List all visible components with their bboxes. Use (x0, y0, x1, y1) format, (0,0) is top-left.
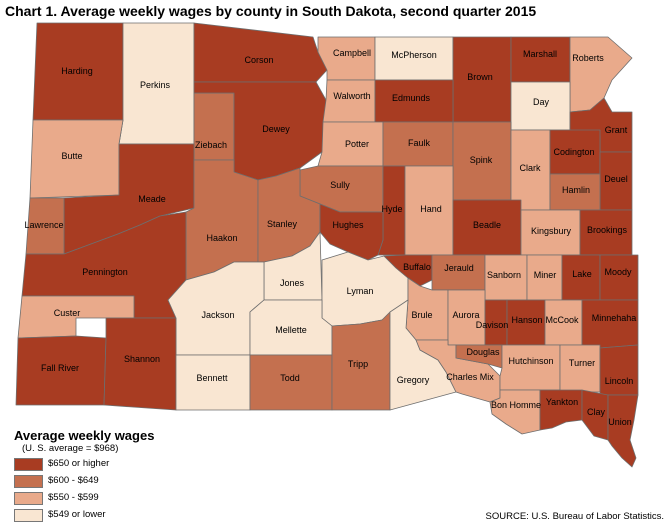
county-hutchinson (499, 344, 561, 391)
county-label-miner: Miner (534, 270, 557, 280)
county-label-minnehaha: Minnehaha (592, 313, 637, 323)
county-label-mccook: McCook (545, 315, 579, 325)
county-label-aurora: Aurora (452, 310, 479, 320)
county-shannon (103, 317, 177, 411)
source-note: SOURCE: U.S. Bureau of Labor Statistics. (485, 511, 664, 522)
county-label-marshall: Marshall (523, 49, 557, 59)
county-label-gregory: Gregory (397, 375, 430, 385)
county-label-lake: Lake (572, 269, 592, 279)
county-label-fall-river: Fall River (41, 363, 79, 373)
county-label-yankton: Yankton (546, 397, 578, 407)
county-label-davison: Davison (476, 320, 509, 330)
county-label-pennington: Pennington (82, 267, 128, 277)
legend-label: $549 or lower (48, 509, 106, 520)
county-label-corson: Corson (244, 55, 273, 65)
county-label-shannon: Shannon (124, 354, 160, 364)
county-label-beadle: Beadle (473, 220, 501, 230)
county-label-brule: Brule (411, 310, 432, 320)
county-campbell (317, 36, 376, 81)
legend-label: $650 or higher (48, 458, 110, 469)
county-label-jones: Jones (280, 278, 305, 288)
county-label-hughes: Hughes (332, 220, 364, 230)
county-douglas (455, 344, 503, 369)
county-label-turner: Turner (569, 358, 595, 368)
county-label-moody: Moody (604, 267, 632, 277)
legend-label: $550 - $599 (48, 492, 99, 503)
county-label-roberts: Roberts (572, 53, 604, 63)
county-label-codington: Codington (553, 147, 594, 157)
county-marshall (510, 36, 571, 83)
county-label-brookings: Brookings (587, 225, 628, 235)
legend-swatch (14, 475, 43, 488)
county-label-tripp: Tripp (348, 359, 368, 369)
county-label-lincoln: Lincoln (605, 376, 634, 386)
legend-subtitle: (U. S. average = $968) (22, 443, 119, 454)
county-lincoln (599, 344, 639, 396)
county-label-stanley: Stanley (267, 219, 298, 229)
county-label-hamlin: Hamlin (562, 185, 590, 195)
county-union (607, 394, 639, 468)
county-label-lawrence: Lawrence (24, 220, 63, 230)
county-label-edmunds: Edmunds (392, 93, 431, 103)
county-label-walworth: Walworth (333, 91, 370, 101)
county-corson (193, 22, 328, 83)
county-minnehaha (581, 299, 639, 349)
county-label-charles-mix: Charles Mix (446, 372, 494, 382)
county-label-hutchinson: Hutchinson (508, 356, 553, 366)
county-label-lyman: Lyman (347, 286, 374, 296)
county-turner (559, 344, 601, 393)
county-buffalo (383, 254, 433, 287)
county-label-clay: Clay (587, 407, 606, 417)
county-label-buffalo: Buffalo (403, 262, 431, 272)
county-label-clark: Clark (519, 163, 541, 173)
legend-title: Average weekly wages (14, 428, 155, 443)
county-label-campbell: Campbell (333, 48, 371, 58)
county-label-perkins: Perkins (140, 80, 171, 90)
county-label-jackson: Jackson (201, 310, 234, 320)
county-label-brown: Brown (467, 72, 493, 82)
county-label-bennett: Bennett (196, 373, 228, 383)
county-label-custer: Custer (54, 308, 81, 318)
county-clay (581, 389, 609, 441)
county-label-deuel: Deuel (604, 174, 628, 184)
county-label-dewey: Dewey (262, 124, 290, 134)
county-label-butte: Butte (61, 151, 82, 161)
county-label-bon-homme: Bon Homme (491, 400, 541, 410)
county-label-spink: Spink (470, 155, 493, 165)
county-label-meade: Meade (138, 194, 166, 204)
legend-swatch (14, 458, 43, 471)
county-label-mcpherson: McPherson (391, 50, 437, 60)
county-yankton (539, 389, 583, 431)
county-label-mellette: Mellette (275, 325, 307, 335)
county-label-kingsbury: Kingsbury (531, 226, 572, 236)
county-label-ziebach: Ziebach (195, 140, 227, 150)
county-label-harding: Harding (61, 66, 93, 76)
county-label-faulk: Faulk (408, 138, 431, 148)
county-hughes (319, 203, 384, 261)
chart-title: Chart 1. Average weekly wages by county … (5, 3, 537, 19)
county-label-hanson: Hanson (511, 315, 542, 325)
county-label-haakon: Haakon (206, 233, 237, 243)
legend-swatch (14, 509, 43, 522)
county-label-sanborn: Sanborn (487, 270, 521, 280)
county-walworth (322, 79, 376, 123)
county-label-day: Day (533, 97, 550, 107)
county-label-douglas: Douglas (466, 347, 500, 357)
legend-label: $600 - $649 (48, 475, 99, 486)
county-moody (599, 254, 639, 301)
county-label-hyde: Hyde (381, 204, 402, 214)
county-label-potter: Potter (345, 139, 369, 149)
county-label-sully: Sully (330, 180, 350, 190)
county-label-todd: Todd (280, 373, 300, 383)
legend-swatch (14, 492, 43, 505)
county-label-jerauld: Jerauld (444, 263, 474, 273)
county-label-hand: Hand (420, 204, 442, 214)
county-label-grant: Grant (605, 125, 628, 135)
county-label-union: Union (608, 417, 632, 427)
